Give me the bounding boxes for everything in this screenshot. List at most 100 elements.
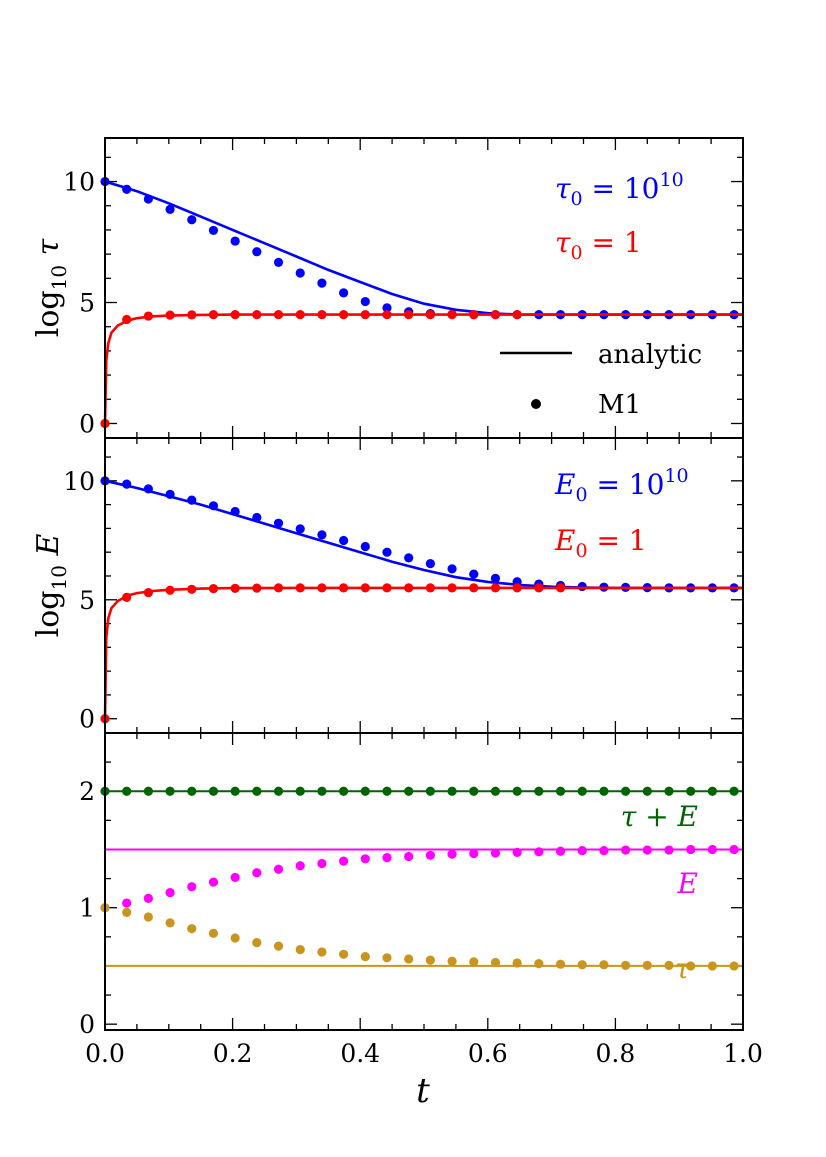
data-point <box>469 569 479 579</box>
data-point <box>577 846 587 856</box>
data-point <box>512 958 522 968</box>
data-point <box>534 959 544 969</box>
data-point <box>490 786 501 796</box>
data-point <box>425 310 435 320</box>
x-axis-label: t <box>416 1071 430 1111</box>
data-point <box>317 786 327 796</box>
data-point <box>664 786 674 796</box>
series-label: E <box>677 867 698 900</box>
data-point <box>360 583 370 593</box>
data-point <box>339 535 349 546</box>
data-point <box>382 786 392 796</box>
data-point <box>122 786 132 796</box>
data-point <box>642 786 652 796</box>
data-point <box>295 524 305 534</box>
data-point <box>295 861 305 871</box>
data-point <box>295 786 305 796</box>
data-point <box>447 849 457 859</box>
panel-bottom: 0 1 2 τ + E Eτ 0.0 0.2 0.4 0.6 0.8 1.0 t <box>79 732 763 1111</box>
data-point <box>143 484 153 494</box>
data-point <box>425 583 435 593</box>
data-point <box>252 583 262 593</box>
data-point <box>425 850 435 860</box>
data-point <box>122 592 132 602</box>
data-point <box>469 310 479 320</box>
data-point <box>382 310 392 320</box>
data-point <box>122 907 132 917</box>
y-tick-label: 10 <box>63 168 95 197</box>
data-point <box>230 583 240 593</box>
data-point <box>425 559 435 569</box>
legend-marker-sample <box>531 399 541 409</box>
series-label: τ0 = 1 <box>555 226 642 264</box>
data-point <box>729 844 739 855</box>
y-tick-label: 5 <box>79 586 95 615</box>
series-bottom-0 <box>100 786 743 796</box>
data-point <box>122 479 132 489</box>
data-point <box>273 518 284 528</box>
data-point <box>360 310 370 320</box>
data-point <box>187 786 197 796</box>
data-point <box>425 955 435 965</box>
data-point <box>339 310 349 320</box>
data-point <box>165 204 175 214</box>
data-point <box>339 949 349 959</box>
data-point <box>686 844 696 855</box>
data-point <box>490 310 501 320</box>
data-point <box>208 310 219 320</box>
data-point <box>577 786 587 796</box>
data-point <box>360 296 370 307</box>
y-tick-label: 0 <box>79 409 95 438</box>
series-bottom-1 <box>100 844 743 913</box>
y-axis-label: log10 E <box>31 534 71 638</box>
data-point <box>143 912 153 922</box>
data-point <box>707 961 717 971</box>
data-point <box>490 957 501 968</box>
data-point <box>252 868 262 878</box>
series-middle-1 <box>100 583 743 724</box>
data-point <box>208 501 219 511</box>
data-point <box>664 960 674 970</box>
data-point <box>339 786 349 796</box>
data-point <box>686 961 696 971</box>
data-point <box>317 858 327 869</box>
data-point <box>230 236 240 246</box>
data-point <box>252 938 262 948</box>
data-point <box>555 959 566 969</box>
data-point <box>447 786 457 796</box>
data-point <box>555 786 566 796</box>
data-point <box>490 848 501 858</box>
data-point <box>707 844 717 855</box>
data-point <box>143 786 153 796</box>
series-label: τ <box>675 952 691 985</box>
data-point <box>230 786 240 796</box>
series-top-1 <box>100 310 743 429</box>
data-point <box>165 489 175 499</box>
data-point <box>208 928 219 938</box>
x-tick-label: 1.0 <box>723 1039 763 1068</box>
data-point <box>317 530 327 540</box>
data-point <box>642 845 652 855</box>
data-point <box>208 583 219 594</box>
data-point <box>273 864 284 874</box>
legend-label-m1: M1 <box>598 390 641 420</box>
data-point <box>382 303 392 313</box>
data-point <box>165 786 175 796</box>
data-point <box>187 924 197 934</box>
data-point <box>252 786 262 796</box>
series-bottom-2 <box>100 903 743 971</box>
data-point <box>230 310 240 320</box>
data-point <box>165 887 175 898</box>
data-point <box>143 588 153 598</box>
data-point <box>339 583 349 593</box>
data-point <box>122 184 132 194</box>
data-point <box>208 786 219 796</box>
data-point <box>143 194 153 204</box>
x-tick-label: 0.8 <box>596 1039 636 1068</box>
data-point <box>382 547 392 557</box>
data-point <box>555 846 566 856</box>
legend: analytic M1 <box>500 340 702 420</box>
series-label: E0 = 1 <box>554 524 647 562</box>
data-point <box>707 786 717 796</box>
